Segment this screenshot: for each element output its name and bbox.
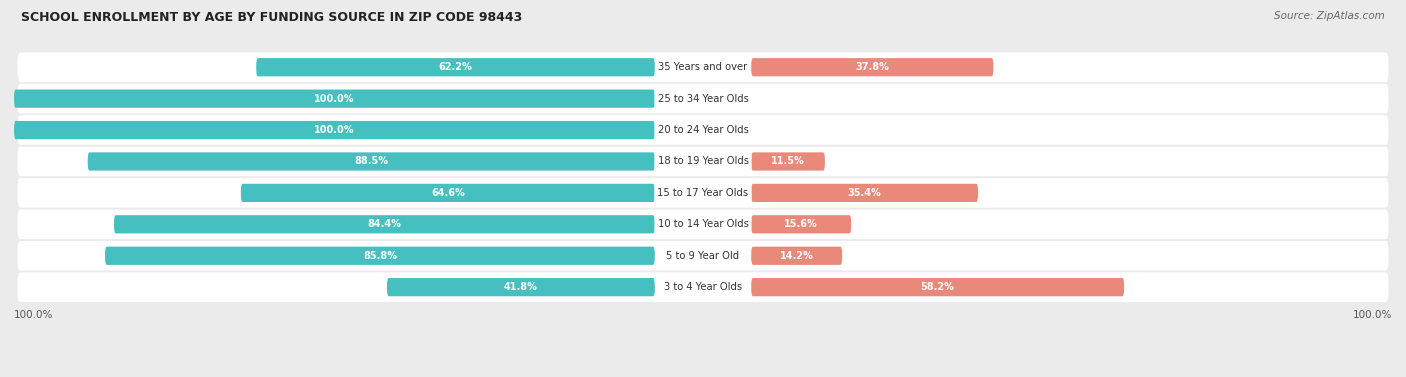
Text: 64.6%: 64.6%: [432, 188, 465, 198]
Text: 5 to 9 Year Old: 5 to 9 Year Old: [666, 251, 740, 261]
FancyBboxPatch shape: [17, 147, 1389, 176]
Text: 18 to 19 Year Olds: 18 to 19 Year Olds: [658, 156, 748, 167]
Text: 3 to 4 Year Olds: 3 to 4 Year Olds: [664, 282, 742, 292]
Text: 100.0%: 100.0%: [314, 125, 354, 135]
Text: 35 Years and over: 35 Years and over: [658, 62, 748, 72]
Text: 15 to 17 Year Olds: 15 to 17 Year Olds: [658, 188, 748, 198]
Text: 100.0%: 100.0%: [314, 93, 354, 104]
FancyBboxPatch shape: [751, 58, 994, 77]
FancyBboxPatch shape: [256, 58, 655, 77]
FancyBboxPatch shape: [17, 241, 1389, 271]
FancyBboxPatch shape: [17, 210, 1389, 239]
FancyBboxPatch shape: [17, 52, 1389, 82]
Text: 25 to 34 Year Olds: 25 to 34 Year Olds: [658, 93, 748, 104]
Text: 88.5%: 88.5%: [354, 156, 388, 167]
FancyBboxPatch shape: [87, 152, 655, 171]
Text: 20 to 24 Year Olds: 20 to 24 Year Olds: [658, 125, 748, 135]
Text: SCHOOL ENROLLMENT BY AGE BY FUNDING SOURCE IN ZIP CODE 98443: SCHOOL ENROLLMENT BY AGE BY FUNDING SOUR…: [21, 11, 523, 24]
Text: 58.2%: 58.2%: [921, 282, 955, 292]
Text: 100.0%: 100.0%: [1353, 310, 1392, 320]
FancyBboxPatch shape: [240, 184, 655, 202]
FancyBboxPatch shape: [14, 90, 655, 108]
FancyBboxPatch shape: [105, 247, 655, 265]
FancyBboxPatch shape: [387, 278, 655, 296]
FancyBboxPatch shape: [17, 178, 1389, 208]
FancyBboxPatch shape: [14, 121, 655, 139]
Text: 37.8%: 37.8%: [855, 62, 889, 72]
Text: 84.4%: 84.4%: [367, 219, 401, 229]
Text: 10 to 14 Year Olds: 10 to 14 Year Olds: [658, 219, 748, 229]
FancyBboxPatch shape: [17, 272, 1389, 302]
FancyBboxPatch shape: [751, 215, 851, 233]
FancyBboxPatch shape: [751, 152, 825, 171]
Text: 15.6%: 15.6%: [785, 219, 818, 229]
Text: 35.4%: 35.4%: [848, 188, 882, 198]
FancyBboxPatch shape: [751, 278, 1125, 296]
FancyBboxPatch shape: [751, 184, 979, 202]
Text: 62.2%: 62.2%: [439, 62, 472, 72]
FancyBboxPatch shape: [17, 115, 1389, 145]
Text: 14.2%: 14.2%: [780, 251, 814, 261]
Text: 85.8%: 85.8%: [363, 251, 396, 261]
FancyBboxPatch shape: [751, 247, 842, 265]
FancyBboxPatch shape: [17, 84, 1389, 113]
Text: Source: ZipAtlas.com: Source: ZipAtlas.com: [1274, 11, 1385, 21]
Text: 41.8%: 41.8%: [503, 282, 538, 292]
FancyBboxPatch shape: [114, 215, 655, 233]
Text: 100.0%: 100.0%: [14, 310, 53, 320]
Text: 11.5%: 11.5%: [772, 156, 806, 167]
